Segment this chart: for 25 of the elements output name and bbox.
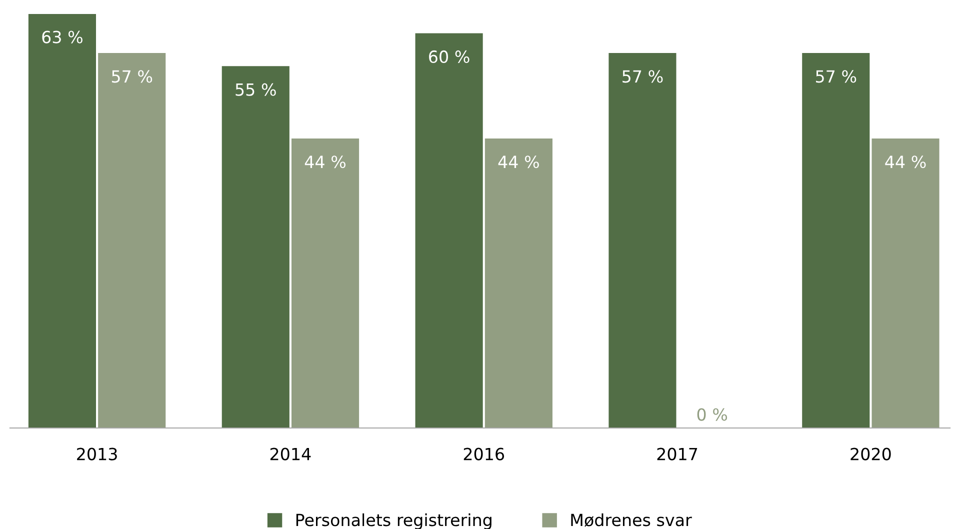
bar	[28, 14, 96, 428]
x-tick-label: 2020	[850, 448, 891, 460]
data-label: 57 %	[622, 70, 663, 83]
bar	[608, 53, 676, 428]
bar	[291, 138, 360, 428]
bar	[872, 138, 940, 428]
data-label: 44 %	[498, 156, 539, 168]
bar	[98, 53, 166, 428]
data-label: 0 %	[697, 408, 728, 421]
x-tick-label: 2014	[270, 448, 311, 460]
bar	[484, 138, 552, 428]
x-tick-label: 2013	[77, 448, 117, 460]
bar	[415, 33, 483, 428]
data-label: 44 %	[304, 156, 346, 168]
legend-label: Mødrenes svar	[571, 513, 692, 527]
bar	[222, 66, 290, 428]
data-label: 63 %	[42, 30, 82, 44]
x-tick-label: 2017	[657, 448, 698, 460]
x-tick-label: 2016	[464, 448, 504, 460]
data-label: 57 %	[112, 70, 152, 83]
data-label: 57 %	[816, 70, 856, 83]
bar	[802, 53, 870, 428]
data-label: 44 %	[885, 156, 926, 168]
data-label: 60 %	[429, 50, 470, 64]
data-label: 55 %	[236, 83, 276, 96]
